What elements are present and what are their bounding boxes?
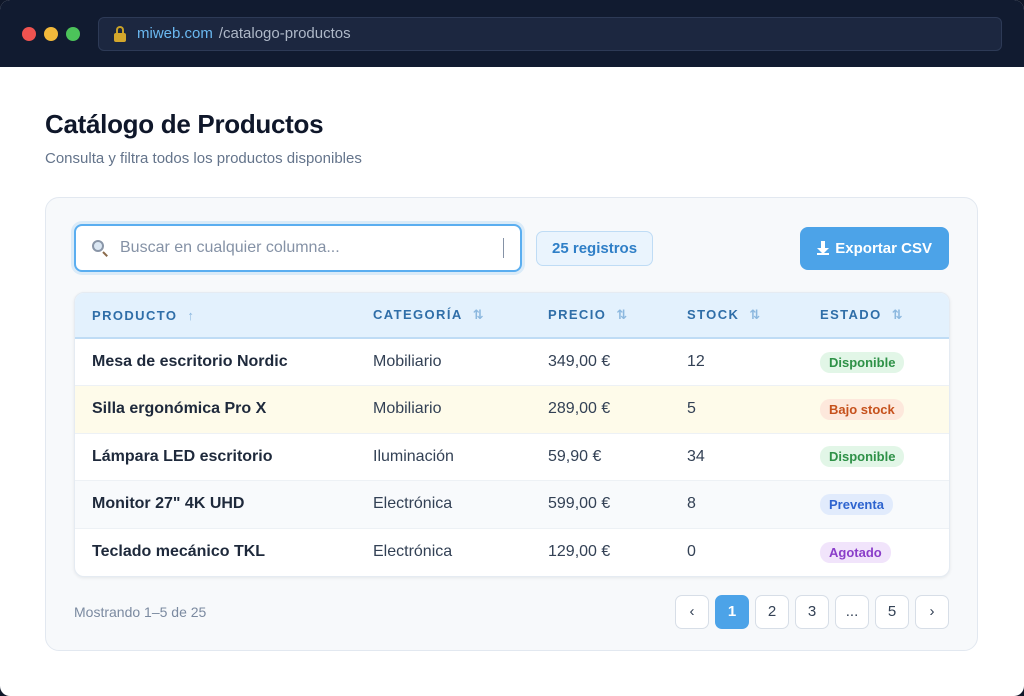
table-header-row: PRODUCTO ↑ CATEGORÍA ⇅ PRECIO ⇅ STOCK ⇅ ESTA…: [75, 293, 949, 338]
cell-status: Disponible: [803, 338, 949, 386]
address-bar[interactable]: miweb.com /catalogo-productos: [98, 16, 1002, 51]
cell-category: Iluminación: [373, 447, 454, 465]
search-input[interactable]: [120, 239, 663, 257]
status-badge: Bajo stock: [820, 398, 904, 420]
table-footer: Mostrando 1–5 de 25 ‹ 1 2 3 ... 5 ›: [74, 594, 949, 629]
status-badge: Disponible: [820, 351, 905, 373]
table-row[interactable]: Mesa de escritorio Nordic Mobiliario 349…: [75, 338, 949, 386]
cell-status: Bajo stock: [803, 386, 949, 434]
export-csv-button[interactable]: Exportar CSV: [800, 226, 949, 270]
page-title: Catálogo de Productos: [45, 109, 324, 139]
cell-price: 599,00 €: [548, 495, 611, 513]
cell-price: 349,00 €: [548, 353, 611, 370]
url-path: /catalogo-productos: [218, 25, 351, 42]
cell-category: Mobiliario: [373, 353, 442, 370]
export-csv-label: Exportar CSV: [835, 239, 932, 257]
cell-product: Teclado mecánico TKL: [92, 543, 266, 560]
text-cursor: [503, 238, 504, 258]
search-box[interactable]: [74, 224, 663, 272]
page-button-5[interactable]: 5: [875, 594, 909, 629]
next-page-button[interactable]: ›: [915, 594, 949, 629]
catalog-card: 25 registros Exportar CSV PRODUCTO↑ CATE…: [45, 197, 978, 651]
column-header-precio[interactable]: PRECIO ⇅: [548, 307, 628, 322]
status-badge: Preventa: [820, 493, 893, 515]
cell-product: Lámpara LED escritorio: [92, 447, 273, 465]
record-count-badge: 25 registros: [536, 230, 654, 266]
download-icon: [817, 241, 830, 255]
table-row[interactable]: Silla ergonómica Pro X Mobiliario 289,00…: [75, 385, 949, 434]
column-header-estado[interactable]: ESTADO ⇅: [820, 307, 903, 322]
cell-product: Silla ergonómica Pro X: [92, 400, 267, 418]
page-content: Catálogo de Productos Consulta y filtra …: [0, 67, 1024, 651]
cell-status: Agotado: [803, 528, 949, 576]
page-button-3[interactable]: 3: [795, 594, 829, 629]
cell-stock: 12: [687, 353, 705, 370]
page-button-2[interactable]: 2: [755, 594, 789, 629]
cell-status: Preventa: [803, 481, 949, 529]
status-badge: Disponible: [820, 446, 905, 468]
pagination-summary: Mostrando 1–5 de 25: [74, 603, 207, 620]
table-row[interactable]: Teclado mecánico TKL Electrónica 129,00 …: [75, 528, 949, 576]
minimize-window-button[interactable]: [44, 26, 58, 41]
page-ellipsis: ...: [835, 594, 869, 629]
column-header-producto[interactable]: PRODUCTO ↑: [92, 307, 194, 323]
search-icon: [92, 240, 108, 257]
prev-page-button[interactable]: ‹: [675, 594, 709, 629]
column-header-stock[interactable]: STOCK ⇅: [687, 307, 761, 322]
cell-stock: 8: [687, 495, 696, 513]
browser-titlebar: miweb.com /catalogo-productos: [0, 0, 1024, 67]
cell-product: Mesa de escritorio Nordic: [92, 353, 288, 370]
page-subtitle: Consulta y filtra todos los productos di…: [45, 150, 362, 167]
table-row[interactable]: Lámpara LED escritorio Iluminación 59,90…: [75, 433, 949, 481]
cell-price: 129,00 €: [548, 543, 611, 560]
url-domain: miweb.com: [137, 25, 213, 42]
maximize-window-button[interactable]: [66, 26, 80, 41]
close-window-button[interactable]: [22, 26, 36, 41]
table-row[interactable]: Monitor 27" 4K UHD Electrónica 599,00 € …: [75, 480, 949, 529]
column-header-categoria[interactable]: CATEGORÍA ⇅: [373, 307, 484, 322]
products-table-container: PRODUCTO ↑ CATEGORÍA ⇅ PRECIO ⇅ STOCK ⇅ ESTA…: [74, 292, 950, 577]
cell-product: Monitor 27" 4K UHD: [92, 495, 245, 513]
cell-category: Mobiliario: [373, 400, 442, 418]
sort-icon: ⇅: [749, 307, 761, 322]
pagination: ‹ 1 2 3 ... 5 ›: [675, 594, 949, 629]
window-controls: [22, 26, 80, 41]
status-badge: Agotado: [820, 541, 891, 563]
cell-stock: 5: [687, 400, 696, 418]
cell-status: Disponible: [803, 433, 949, 481]
cell-category: Electrónica: [373, 495, 453, 513]
cell-price: 289,00 €: [548, 400, 611, 418]
cell-category: Electrónica: [373, 543, 453, 560]
cell-stock: 0: [687, 543, 696, 560]
sort-icon: ⇅: [891, 307, 903, 322]
cell-price: 59,90 €: [548, 447, 602, 465]
lock-icon: [113, 25, 127, 42]
sort-asc-icon: ↑: [187, 307, 194, 323]
table-toolbar: 25 registros Exportar CSV: [74, 224, 949, 272]
sort-icon: ⇅: [616, 307, 628, 322]
products-table: PRODUCTO ↑ CATEGORÍA ⇅ PRECIO ⇅ STOCK ⇅ ESTA…: [75, 293, 949, 576]
page-button-1[interactable]: 1: [715, 594, 749, 629]
cell-stock: 34: [687, 447, 705, 465]
sort-icon: ⇅: [472, 307, 484, 322]
